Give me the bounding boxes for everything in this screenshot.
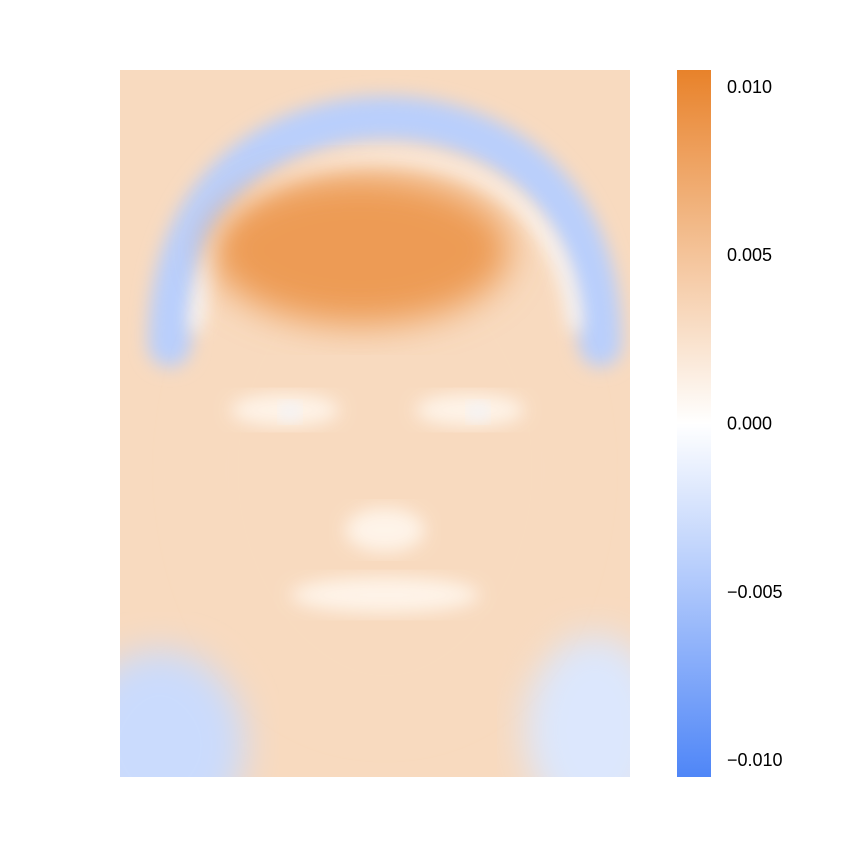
colorbar [677,70,711,777]
colorbar-ticks: 0.010 0.005 0.000 −0.005 −0.010 [727,77,783,770]
heatmap-region-eye [281,403,299,421]
heatmap-region-forehead [210,175,510,325]
heatmap-region-hair-arc [148,95,622,367]
heatmap-region-lower-right [525,635,630,777]
colorbar-tick-label: 0.010 [727,77,772,97]
heatmap [120,70,630,777]
heatmap-region-eye [469,403,487,421]
heatmap-feature [345,508,425,552]
heatmap-feature [290,577,480,613]
colorbar-tick-label: 0.000 [727,414,772,434]
colorbar-tick-label: −0.005 [727,582,783,602]
colorbar-bar [677,70,711,777]
heatmap-region-lower-left [120,650,245,777]
colorbar-tick-label: 0.005 [727,245,772,265]
colorbar-tick-label: −0.010 [727,750,783,770]
